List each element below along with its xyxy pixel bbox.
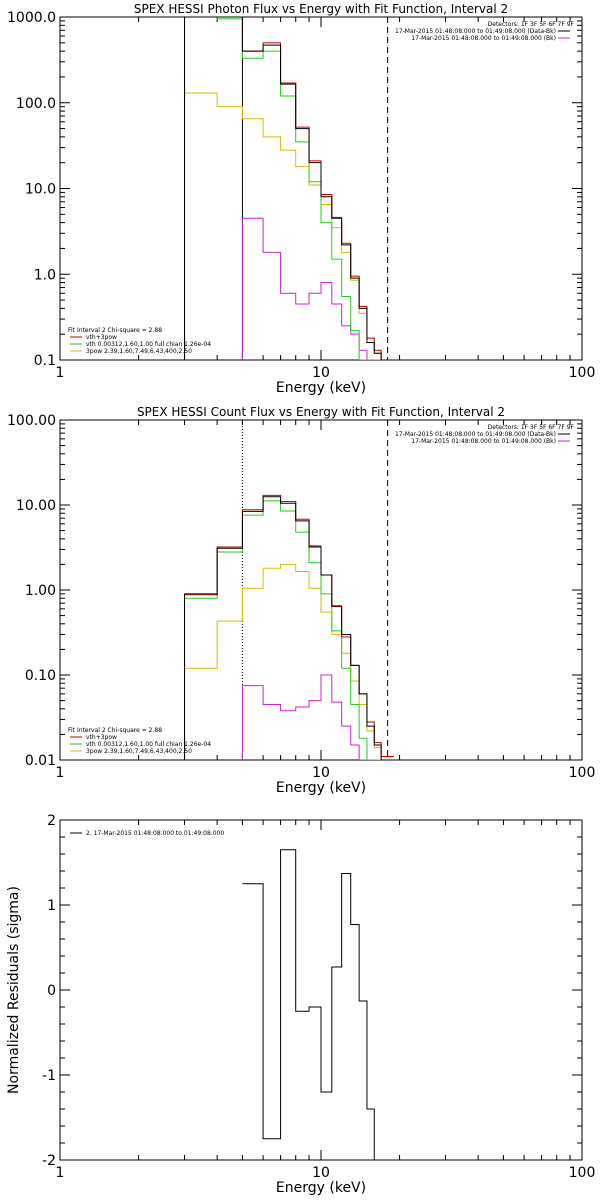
y-tick-label: 2 xyxy=(47,813,56,829)
y-tick-label: 100.0 xyxy=(16,96,56,112)
series-17mar2015 xyxy=(241,217,382,360)
y-tick-label: 1 xyxy=(47,898,56,914)
legend-left-entry: 2. 17-Mar-2015 01:48:08.000 to 01:49:08.… xyxy=(86,830,224,837)
legend-detectors: Detectors: 1F 3F 5F 6F 7F 9F xyxy=(488,424,575,431)
legend-right-entry: 17-Mar-2015 01:48:08.000 to 01:49:08.000… xyxy=(411,438,556,445)
chart-title: SPEX HESSI Photon Flux vs Energy with Fi… xyxy=(134,2,508,16)
y-tick-label: 10.0 xyxy=(25,182,56,198)
legend-left-entry: vth+3pow xyxy=(86,334,117,341)
x-axis-label: Energy (keV) xyxy=(276,380,366,396)
x-tick-label: 10 xyxy=(312,365,330,381)
series-2 xyxy=(242,849,388,1160)
series-vth xyxy=(184,500,394,760)
legend-left-entry: vth 0.00312,1.60,1.00 full chian 1.26e-0… xyxy=(86,341,211,348)
y-tick-label: 0 xyxy=(47,983,56,999)
y-tick-label: -1 xyxy=(42,1068,56,1084)
data-layer xyxy=(184,17,389,360)
x-tick-label: 100 xyxy=(569,765,596,781)
y-axis-label: Normalized Residuals (sigma) xyxy=(6,886,22,1094)
y-tick-label: 0.10 xyxy=(25,668,56,684)
y-tick-label: 0.01 xyxy=(25,753,56,769)
legend-right-entry: 17-Mar-2015 01:48:08.000 to 01:49:08.000… xyxy=(395,28,556,35)
y-tick-label: 1.00 xyxy=(25,583,56,599)
legend-right-entry: 17-Mar-2015 01:48:08.000 to 01:49:08.000… xyxy=(395,431,556,438)
legend-left-entry: vth 0.00312,1.60,1.00 full chian 1.26e-0… xyxy=(86,741,211,748)
y-tick-label: 1000.0 xyxy=(7,10,56,26)
x-tick-label: 100 xyxy=(569,1165,596,1181)
chart-panel-count: SPEX HESSI Count Flux vs Energy with Fit… xyxy=(7,405,595,796)
x-tick-label: 1 xyxy=(56,365,65,381)
y-tick-label: 10.00 xyxy=(16,498,56,514)
legend-fit-heading: Fit Interval 2 Chi-square = 2.88 xyxy=(68,727,162,734)
series-total-bk xyxy=(184,494,394,760)
chart-panel-photon: SPEX HESSI Photon Flux vs Energy with Fi… xyxy=(7,2,595,396)
chart-title: SPEX HESSI Count Flux vs Energy with Fit… xyxy=(137,405,505,419)
series-vth3pow xyxy=(184,17,388,360)
legend-left-entry: 3pow 2.39,1.60,7.49,6.43,400,2.50 xyxy=(86,348,192,355)
data-layer xyxy=(184,420,394,760)
y-tick-label: 0.1 xyxy=(34,353,56,369)
plot-frame xyxy=(59,819,583,1161)
y-tick-label: -2 xyxy=(42,1153,56,1169)
series-3pow xyxy=(184,92,388,360)
x-tick-label: 1 xyxy=(56,1165,65,1181)
x-tick-label: 1 xyxy=(56,765,65,781)
series-vth3pow xyxy=(184,496,394,760)
chart-panel-residuals: 1 10 100 Energy (keV) -2 -1 0 1 2 Normalized Resi… xyxy=(6,813,595,1196)
y-tick-label: 1.0 xyxy=(34,267,56,283)
x-axis-label: Energy (keV) xyxy=(276,1180,366,1196)
x-tick-label: 10 xyxy=(312,1165,330,1181)
series-3pow xyxy=(184,563,394,760)
y-tick-label: 100.00 xyxy=(7,413,56,429)
x-axis-label: Energy (keV) xyxy=(276,780,366,796)
legend-left-entry: vth+3pow xyxy=(86,734,117,741)
series-total-bk xyxy=(184,17,388,360)
data-layer xyxy=(242,849,388,1160)
legend-left-entry: 3pow 2.39,1.60,7.49,6.43,400,2.50 xyxy=(86,748,192,755)
legend-right-entry: 17-Mar-2015 01:48:08.000 to 01:49:08.000… xyxy=(411,35,556,42)
legend-detectors: Detectors: 1F 3F 5F 6F 7F 9F xyxy=(488,21,575,28)
series-vth xyxy=(184,17,388,360)
x-tick-label: 100 xyxy=(569,365,596,381)
legend-fit-heading: Fit Interval 2 Chi-square = 2.88 xyxy=(68,327,162,334)
series-17mar2015 xyxy=(241,674,394,760)
x-tick-label: 10 xyxy=(312,765,330,781)
